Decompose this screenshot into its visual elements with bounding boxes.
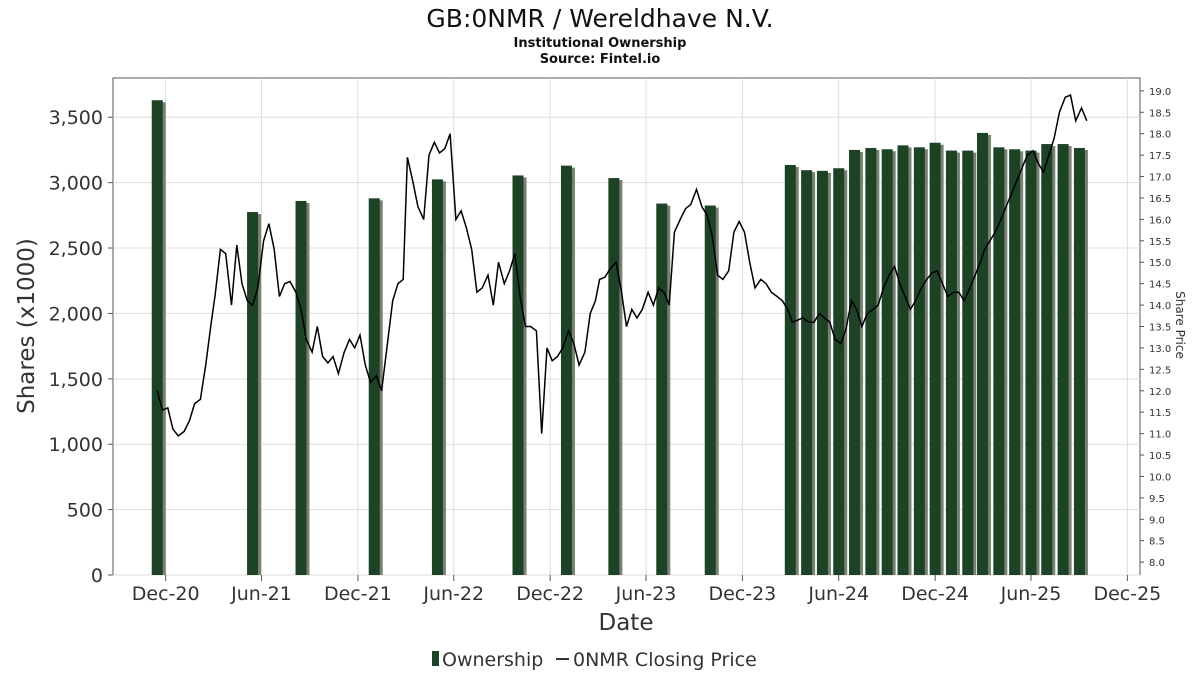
ownership-bar: [1057, 144, 1069, 575]
y2-tick-label: 14.5: [1149, 280, 1171, 291]
y2-tick-label: 17.0: [1149, 173, 1171, 184]
ownership-bar: [881, 149, 893, 575]
x-tick-label: Dec-23: [708, 583, 776, 605]
ownership-bar: [993, 147, 1005, 575]
x-tick-label: Dec-25: [1093, 583, 1161, 605]
ownership-bar: [913, 147, 925, 575]
legend-ownership-swatch: [432, 651, 439, 666]
y2-tick-label: 10.5: [1149, 451, 1171, 462]
x-tick-label: Jun-24: [807, 583, 869, 605]
y-tick-label: 1,500: [49, 369, 103, 391]
y2-tick-label: 18.5: [1149, 108, 1171, 119]
x-tick-label: Dec-21: [324, 583, 392, 605]
ownership-bar: [784, 164, 796, 575]
ownership-bar: [704, 205, 716, 576]
ownership-bar: [801, 170, 813, 575]
y2-tick-label: 15.0: [1149, 258, 1171, 269]
ownership-bar: [656, 203, 668, 575]
y2-axis-label: Share Price: [1173, 291, 1187, 359]
ownership-bar: [368, 198, 380, 576]
y-tick-label: 500: [67, 500, 103, 522]
y2-tick-label: 16.5: [1149, 194, 1171, 205]
ownership-bar: [865, 147, 877, 576]
ownership-bar: [1009, 149, 1021, 575]
y2-tick-label: 16.0: [1149, 215, 1171, 226]
y2-tick-label: 13.0: [1149, 344, 1171, 355]
ownership-bar: [608, 178, 620, 575]
y2-tick-label: 11.5: [1149, 408, 1171, 419]
ownership-bar: [431, 179, 443, 575]
y-tick-label: 0: [91, 565, 103, 587]
ownership-bar: [512, 175, 524, 575]
ownership-bar: [897, 145, 909, 576]
ownership-bar: [1041, 144, 1053, 575]
right-axis-ticks: 8.0 8.5 9.0 9.5 10.0 10.5 11.0 11.5 12.0 12.5 13.0…: [1140, 87, 1171, 569]
price-line: [156, 94, 1088, 437]
chart-title: GB:0NMR / Wereldhave N.V.: [426, 4, 773, 33]
y2-tick-label: 9.5: [1149, 494, 1165, 505]
ownership-bar: [945, 150, 957, 575]
x-tick-label: Dec-20: [132, 583, 200, 605]
y2-tick-label: 11.0: [1149, 430, 1171, 441]
left-axis-ticks: 0 500 1,000 1,500 2,000 2,500 3,000 3,500: [49, 107, 113, 587]
x-tick-label: Dec-24: [901, 583, 969, 605]
y-tick-label: 2,000: [49, 303, 103, 325]
y2-tick-label: 12.5: [1149, 365, 1171, 376]
y2-tick-label: 19.0: [1149, 87, 1171, 98]
x-tick-label: Jun-21: [230, 583, 292, 605]
y2-tick-label: 10.0: [1149, 472, 1171, 483]
ownership-bar: [977, 132, 989, 575]
ownership-bar: [962, 150, 974, 575]
x-axis-ticks: Dec-20 Jun-21 Dec-21 Jun-22 Dec-22 Jun-23 Dec-…: [132, 575, 1161, 605]
y-axis-label: Shares (x1000): [14, 238, 40, 414]
ownership-bar: [1025, 150, 1037, 575]
y-tick-label: 3,500: [49, 107, 103, 129]
chart-source: Source: Fintel.io: [540, 52, 661, 67]
ownership-bar: [849, 149, 861, 575]
y-tick-label: 3,000: [49, 173, 103, 195]
y2-tick-label: 9.0: [1149, 515, 1165, 526]
ownership-bar: [929, 142, 941, 575]
x-axis-label: Date: [599, 610, 654, 636]
x-tick-label: Dec-22: [516, 583, 584, 605]
legend: Ownership 0NMR Closing Price: [432, 649, 757, 671]
y-tick-label: 2,500: [49, 238, 103, 260]
legend-ownership-label: Ownership: [442, 649, 543, 671]
x-tick-label: Jun-22: [422, 583, 484, 605]
y-tick-label: 1,000: [49, 434, 103, 456]
chart-subtitle: Institutional Ownership: [514, 36, 687, 51]
ownership-bar: [295, 200, 307, 575]
y2-tick-label: 8.5: [1149, 537, 1165, 548]
ownership-bar: [1073, 147, 1085, 576]
x-tick-label: Jun-23: [615, 583, 677, 605]
ownership-bar: [247, 212, 259, 575]
y2-tick-label: 14.0: [1149, 301, 1171, 312]
y2-tick-label: 13.5: [1149, 323, 1171, 334]
y2-tick-label: 8.0: [1149, 558, 1165, 569]
legend-price-label: 0NMR Closing Price: [573, 649, 757, 671]
ownership-bar: [560, 165, 572, 575]
ownership-bars: [151, 100, 1088, 576]
ownership-bar: [151, 100, 163, 576]
ownership-bar: [833, 168, 845, 575]
y2-tick-label: 18.0: [1149, 130, 1171, 141]
y2-tick-label: 17.5: [1149, 151, 1171, 162]
y2-tick-label: 12.0: [1149, 387, 1171, 398]
y2-tick-label: 15.5: [1149, 237, 1171, 248]
ownership-bar: [816, 170, 828, 575]
x-tick-label: Jun-25: [1000, 583, 1062, 605]
